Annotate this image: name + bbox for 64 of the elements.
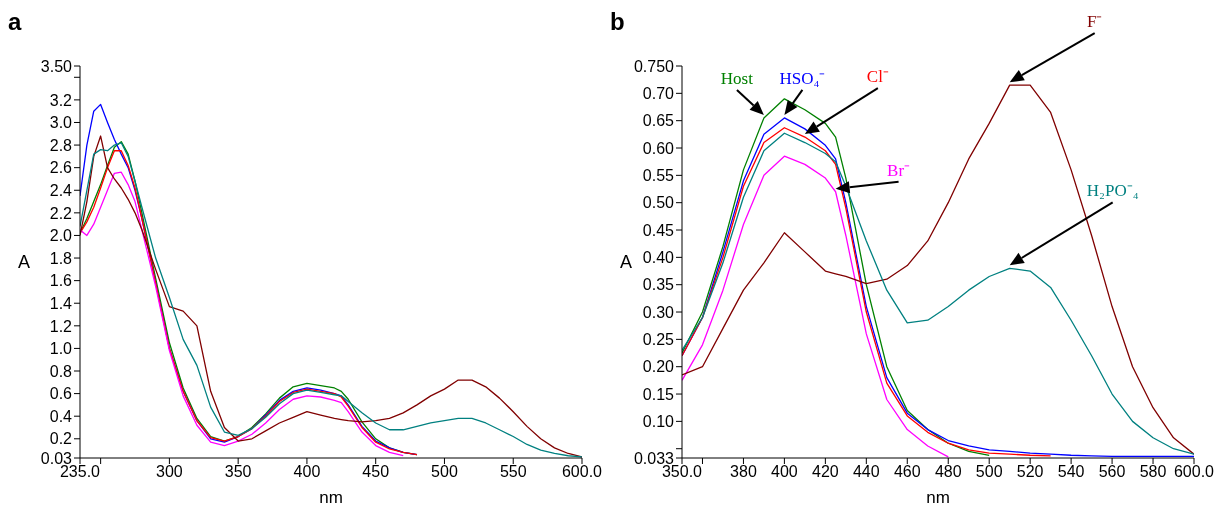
x-tick-label: 350.0 <box>661 463 703 481</box>
x-tick-label: 460 <box>893 463 921 481</box>
x-tick-label: 500 <box>431 463 458 481</box>
y-axis-title: A <box>620 252 633 273</box>
y-tick-label: 0.20 <box>642 358 675 376</box>
y-tick-label: 2.6 <box>49 159 73 177</box>
x-tick-label: 450 <box>362 463 390 481</box>
x-tick-label: 600.0 <box>561 463 603 481</box>
y-tick-label: 0.30 <box>642 303 675 321</box>
y-tick-label: 1.4 <box>49 294 73 312</box>
y-tick-label: 1.0 <box>49 340 73 358</box>
y-tick-label: 2.0 <box>49 227 73 245</box>
y-tick-label: 3.0 <box>49 114 73 132</box>
y-tick-label: 0.15 <box>642 385 675 403</box>
series-label: Host <box>720 68 754 88</box>
y-tick-label: 1.8 <box>49 249 73 267</box>
x-tick-label: 300 <box>156 463 183 481</box>
x-tick-label: 350 <box>224 463 252 481</box>
y-tick-label: 1.6 <box>49 272 73 290</box>
x-tick-label: 560 <box>1098 463 1126 481</box>
y-tick-label: 2.2 <box>49 204 73 222</box>
x-tick-label: 500 <box>975 463 1003 481</box>
x-tick-label: 540 <box>1057 463 1085 481</box>
y-tick-label: 0.6 <box>49 385 73 403</box>
y-tick-label: 0.35 <box>642 276 675 294</box>
y-tick-label: 2.4 <box>49 181 73 199</box>
y-tick-label: 3.2 <box>49 91 73 109</box>
y-axis-title: A <box>18 252 31 273</box>
y-tick-label: 0.750 <box>633 57 675 75</box>
y-tick-label: 2.8 <box>49 136 73 154</box>
x-tick-label: 235.0 <box>59 463 101 481</box>
y-tick-label: 0.4 <box>49 407 73 425</box>
y-tick-label: 0.70 <box>642 85 675 103</box>
x-axis-title: nm <box>926 488 950 507</box>
text: Cl⁻ <box>866 67 889 87</box>
x-tick-label: 550 <box>499 463 527 481</box>
text: Br⁻ <box>887 160 911 180</box>
x-tick-label: 520 <box>1016 463 1044 481</box>
y-tick-label: 0.65 <box>642 112 675 130</box>
y-tick-label: 0.25 <box>642 331 675 349</box>
x-tick-label: 400 <box>771 463 798 481</box>
x-tick-label: 380 <box>730 463 757 481</box>
chart-title: b <box>610 8 625 36</box>
y-tick-label: 0.10 <box>642 413 675 431</box>
x-tick-label: 400 <box>293 463 321 481</box>
x-tick-label: 480 <box>934 463 962 481</box>
text: F⁻ <box>1086 12 1103 32</box>
y-tick-label: 0.50 <box>642 194 675 212</box>
chart-title: a <box>8 8 22 36</box>
y-tick-label: 3.50 <box>40 57 73 75</box>
x-tick-label: 580 <box>1139 463 1167 481</box>
y-tick-label: 0.2 <box>49 430 73 448</box>
y-tick-label: 0.55 <box>642 167 675 185</box>
series-label: HSO₄⁻ <box>779 68 826 88</box>
x-tick-label: 420 <box>812 463 839 481</box>
x-tick-label: 600.0 <box>1173 463 1215 481</box>
text: H₂PO⁻₄ <box>1086 181 1139 201</box>
x-tick-label: 440 <box>852 463 880 481</box>
y-tick-label: 0.45 <box>642 221 675 239</box>
y-tick-label: 0.60 <box>642 139 675 157</box>
y-tick-label: 0.40 <box>642 249 675 267</box>
x-axis-title: nm <box>319 488 343 507</box>
y-tick-label: 1.2 <box>49 317 73 335</box>
y-tick-label: 0.8 <box>49 362 73 380</box>
